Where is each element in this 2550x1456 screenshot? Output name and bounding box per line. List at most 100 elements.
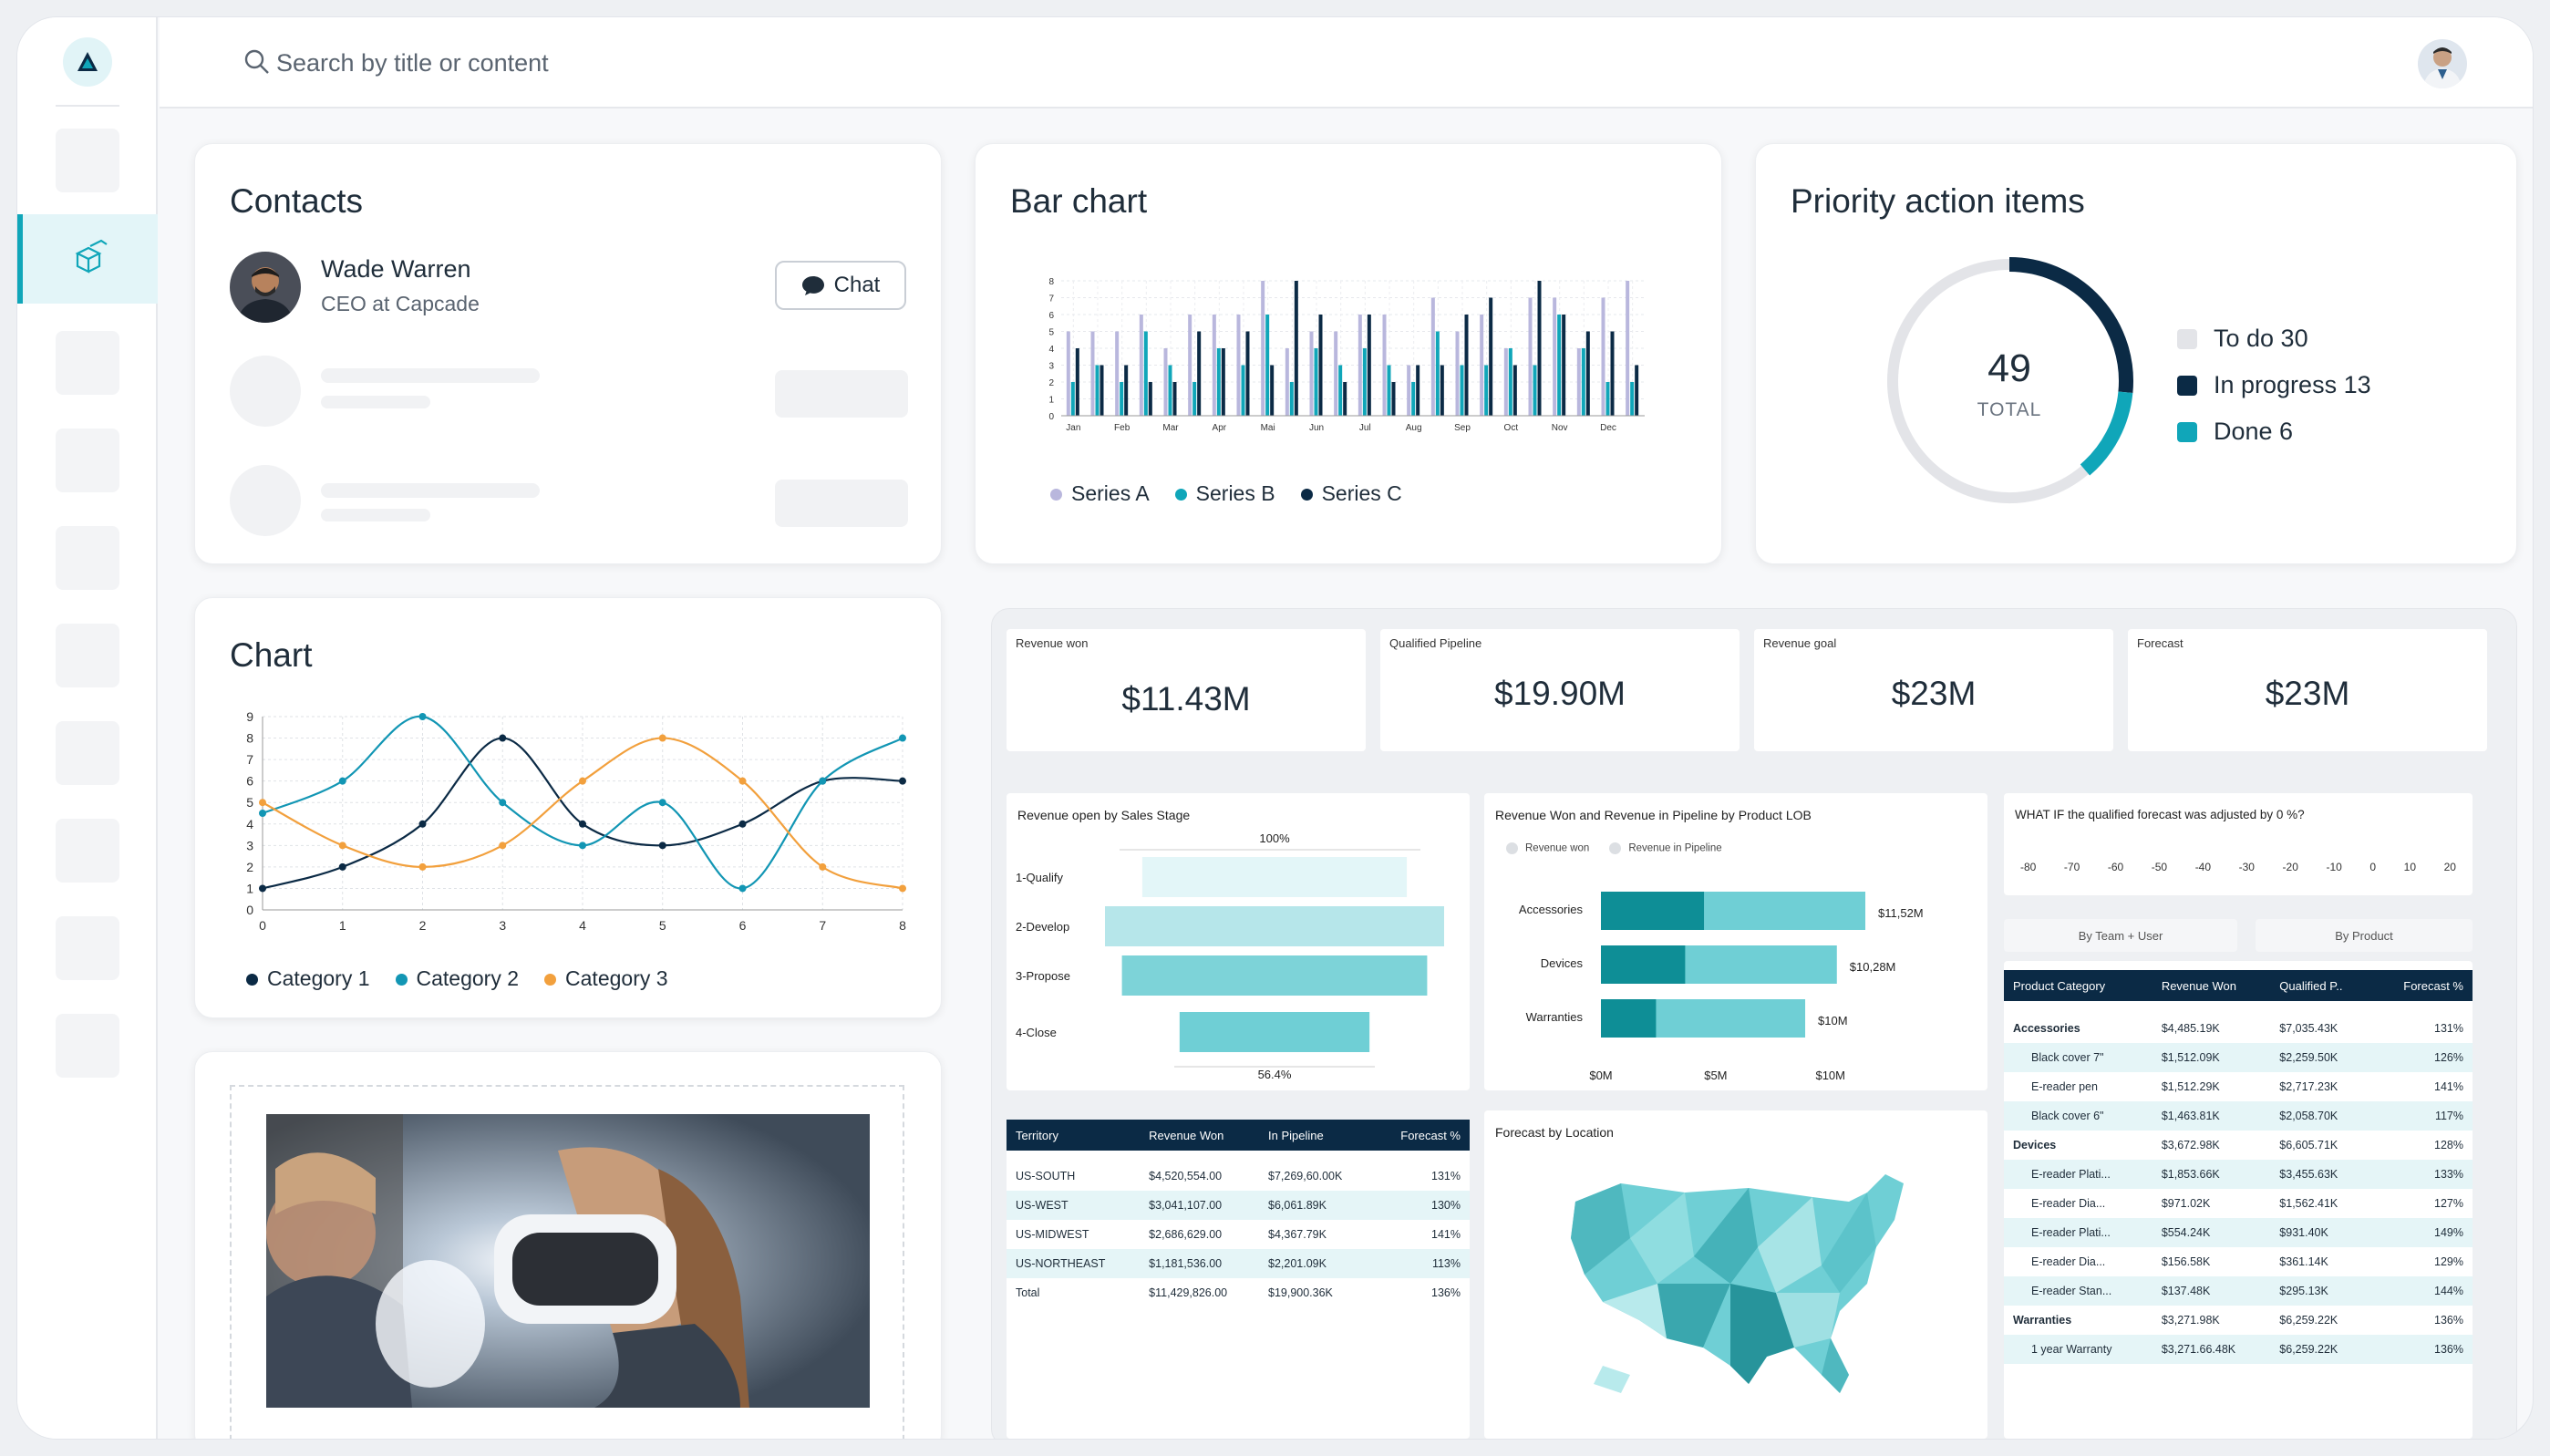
whatif-slider[interactable]: -80 -70 -60 -50 -40 -30 -20 -10 0 10 20 bbox=[2020, 861, 2456, 873]
column-header[interactable]: Territory bbox=[1007, 1120, 1141, 1151]
line-chart-title: Chart bbox=[230, 636, 313, 674]
table-row[interactable]: Devices $3,672.98K $6,605.71K 128% bbox=[2004, 1131, 2473, 1160]
table-row[interactable]: E-reader Plati... $1,853.66K $3,455.63K 133… bbox=[2004, 1160, 2473, 1189]
bar bbox=[1387, 365, 1391, 416]
whatif-tick: -30 bbox=[2238, 861, 2255, 873]
bar bbox=[1537, 281, 1542, 416]
legend-item[interactable]: Category 3 bbox=[544, 966, 668, 991]
sidebar-item-8[interactable] bbox=[56, 819, 119, 883]
column-header[interactable]: In Pipeline bbox=[1259, 1120, 1374, 1151]
sidebar-item-5[interactable] bbox=[56, 526, 119, 590]
column-header[interactable]: Qualified P.. bbox=[2270, 970, 2374, 1001]
column-header[interactable]: Revenue Won bbox=[2152, 970, 2271, 1001]
table-row[interactable]: US-SOUTH $4,520,554.00 $7,269,60.00K 131% bbox=[1007, 1162, 1470, 1191]
table-row[interactable]: US-WEST $3,041,107.00 $6,061.89K 130% bbox=[1007, 1191, 1470, 1220]
app-logo[interactable] bbox=[63, 37, 112, 87]
lob-legend-won: Revenue won bbox=[1506, 842, 1589, 854]
bar bbox=[1626, 281, 1630, 416]
whatif-panel: WHAT IF the qualified forecast was adjus… bbox=[2004, 793, 2473, 895]
funnel-stage-label: 2-Develop bbox=[1016, 920, 1069, 934]
sidebar-item-1[interactable] bbox=[56, 129, 119, 192]
donut-slice-done bbox=[2080, 391, 2133, 476]
whatif-tick: -70 bbox=[2063, 861, 2080, 873]
contact-name[interactable]: Wade Warren bbox=[321, 255, 471, 283]
sidebar-item-dashboard[interactable] bbox=[17, 214, 158, 304]
by-team-user-button[interactable]: By Team + User bbox=[2004, 919, 2237, 952]
by-product-button[interactable]: By Product bbox=[2256, 919, 2473, 952]
bar-chart-card: Bar chart 0 1 2 3 4 5 6 7 8 Jan Feb Mar Apr Mai Jun Jul… bbox=[975, 143, 1722, 564]
bar bbox=[1148, 382, 1152, 416]
table-cell: $2,259.50K bbox=[2270, 1043, 2374, 1072]
line-chart: 0 1 2 3 4 5 6 7 8 9 0 1 2 3 4 5 6 7 8 bbox=[246, 709, 906, 933]
priority-legend-item[interactable]: To do 30 bbox=[2177, 325, 2371, 353]
x-tick-label: Mar bbox=[1162, 423, 1179, 433]
funnel-bar bbox=[1105, 906, 1444, 946]
table-cell: Total bbox=[1016, 1286, 1040, 1299]
column-header[interactable]: Product Category bbox=[2004, 970, 2153, 1001]
table-row[interactable]: US-MIDWEST $2,686,629.00 $4,367.79K 141% bbox=[1007, 1220, 1470, 1249]
x-tick-label: Mai bbox=[1261, 423, 1275, 433]
bar bbox=[1285, 348, 1289, 416]
sales-dashboard: Revenue won $11.43M Qualified Pipeline $… bbox=[991, 608, 2517, 1439]
table-row[interactable]: Black cover 7" $1,512.09K $2,259.50K 126% bbox=[2004, 1043, 2473, 1072]
data-point bbox=[658, 734, 666, 742]
sidebar-item-7[interactable] bbox=[56, 721, 119, 785]
funnel-stage-label: 4-Close bbox=[1016, 1026, 1057, 1039]
column-header[interactable]: Forecast % bbox=[2373, 970, 2473, 1001]
y-tick-label: 6 bbox=[1048, 311, 1054, 321]
priority-legend-item[interactable]: Done 6 bbox=[2177, 418, 2371, 446]
kpi-label: Revenue goal bbox=[1763, 636, 1837, 650]
bar bbox=[1430, 297, 1435, 416]
us-map[interactable] bbox=[1566, 1165, 1931, 1402]
sidebar-item-3[interactable] bbox=[56, 331, 119, 395]
x-tick-label: Apr bbox=[1213, 423, 1227, 433]
kpi-qualified-pipeline[interactable]: Qualified Pipeline $19.90M bbox=[1380, 629, 1740, 751]
table-row[interactable]: E-reader Dia... $156.58K $361.14K 129% bbox=[2004, 1247, 2473, 1276]
lob-axis-label: $10M bbox=[1815, 1069, 1845, 1082]
table-row[interactable]: E-reader Plati... $554.24K $931.40K 149% bbox=[2004, 1218, 2473, 1247]
table-row[interactable]: E-reader pen $1,512.29K $2,717.23K 141% bbox=[2004, 1072, 2473, 1101]
whatif-title: WHAT IF the qualified forecast was adjus… bbox=[2015, 808, 2305, 821]
bar bbox=[1601, 297, 1605, 416]
legend-item[interactable]: Series B bbox=[1174, 481, 1275, 506]
contact-avatar[interactable] bbox=[230, 252, 301, 323]
table-row[interactable]: Total $11,429,826.00 $19,900.36K 136% bbox=[1007, 1278, 1470, 1307]
search-input[interactable] bbox=[276, 39, 914, 87]
chat-button[interactable]: Chat bbox=[775, 261, 906, 310]
sidebar-item-6[interactable] bbox=[56, 624, 119, 687]
sidebar-item-10[interactable] bbox=[56, 1014, 119, 1078]
table-row[interactable]: Accessories $4,485.19K $7,035.43K 131% bbox=[2004, 1014, 2473, 1043]
table-row[interactable]: E-reader Stan... $137.48K $295.13K 144% bbox=[2004, 1276, 2473, 1306]
funnel-bar bbox=[1141, 857, 1408, 897]
contacts-title: Contacts bbox=[230, 182, 364, 220]
table-cell: E-reader pen bbox=[2031, 1080, 2098, 1093]
user-avatar[interactable] bbox=[2418, 39, 2467, 88]
kpi-revenue-won[interactable]: Revenue won $11.43M bbox=[1007, 629, 1366, 751]
kpi-forecast[interactable]: Forecast $23M bbox=[2128, 629, 2487, 751]
column-header[interactable]: Forecast % bbox=[1373, 1120, 1470, 1151]
column-header[interactable]: Revenue Won bbox=[1140, 1120, 1259, 1151]
table-cell: $1,562.41K bbox=[2279, 1197, 2338, 1210]
table-row[interactable]: 1 year Warranty $3,271.66.48K $6,259.22K 13… bbox=[2004, 1335, 2473, 1364]
legend-item[interactable]: Category 1 bbox=[246, 966, 370, 991]
chat-icon bbox=[801, 276, 824, 295]
sidebar-item-9[interactable] bbox=[56, 916, 119, 980]
lob-value-label: $11,52M bbox=[1878, 906, 1924, 920]
bar bbox=[1212, 315, 1216, 416]
legend-item[interactable]: Category 2 bbox=[395, 966, 519, 991]
y-tick-label: 0 bbox=[246, 903, 253, 917]
y-tick-label: 4 bbox=[246, 817, 253, 831]
table-row[interactable]: E-reader Dia... $971.02K $1,562.41K 127% bbox=[2004, 1189, 2473, 1218]
kpi-revenue-goal[interactable]: Revenue goal $23M bbox=[1754, 629, 2113, 751]
kpi-value: $11.43M bbox=[1121, 680, 1251, 718]
lob-won-bar bbox=[1601, 892, 1705, 930]
legend-item[interactable]: Series A bbox=[1050, 481, 1150, 506]
bar bbox=[1241, 365, 1245, 416]
table-row[interactable]: Warranties $3,271.98K $6,259.22K 136% bbox=[2004, 1306, 2473, 1335]
table-row[interactable]: US-NORTHEAST $1,181,536.00 $2,201.09K 113% bbox=[1007, 1249, 1470, 1278]
table-row[interactable]: Black cover 6" $1,463.81K $2,058.70K 117% bbox=[2004, 1101, 2473, 1131]
priority-legend-item[interactable]: In progress 13 bbox=[2177, 371, 2371, 399]
sidebar-item-4[interactable] bbox=[56, 429, 119, 492]
x-tick-label: Feb bbox=[1114, 423, 1130, 433]
legend-item[interactable]: Series C bbox=[1300, 481, 1402, 506]
